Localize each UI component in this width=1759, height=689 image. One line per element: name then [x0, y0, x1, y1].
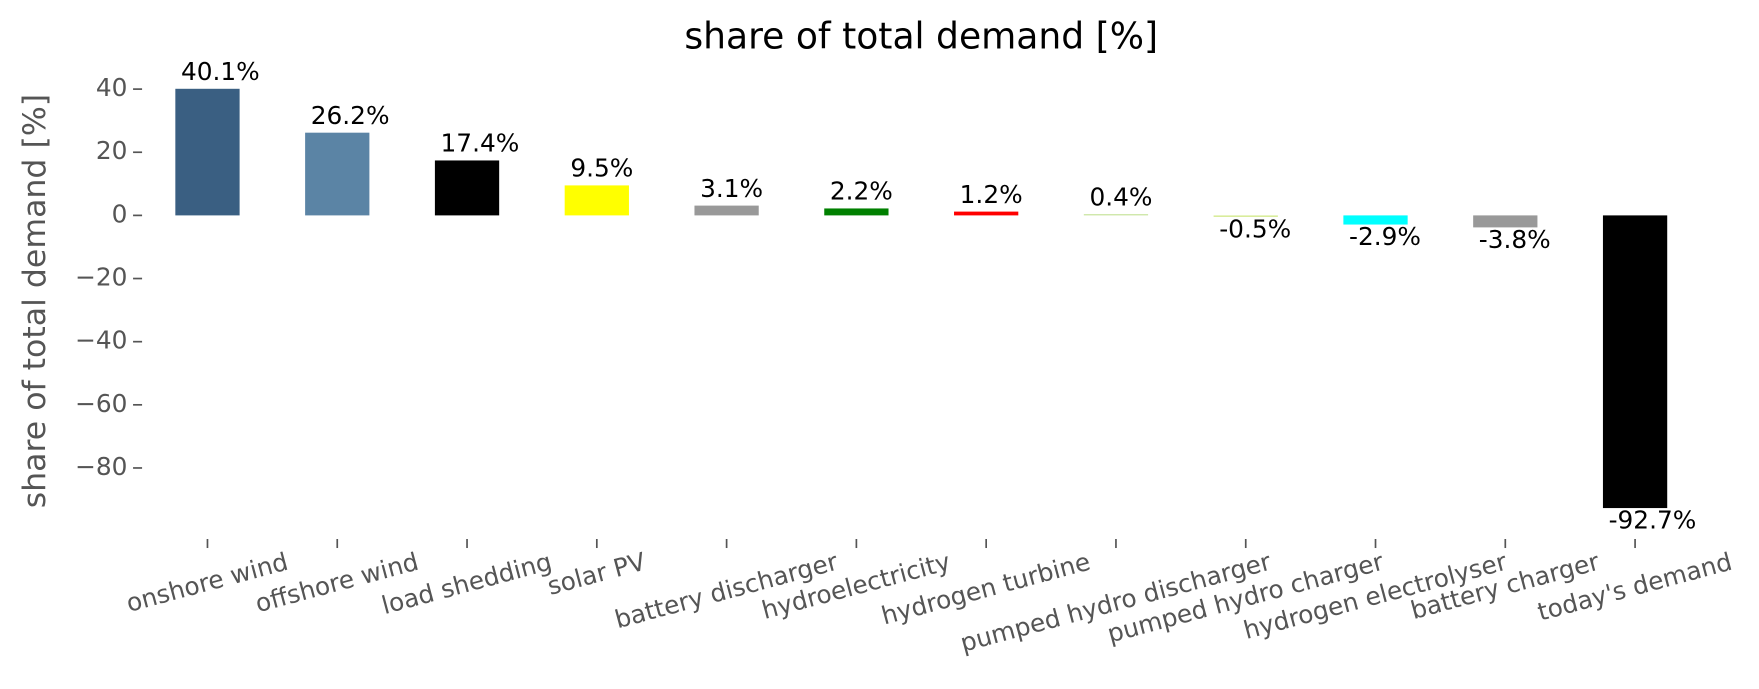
bar [694, 205, 759, 216]
bar [824, 208, 889, 216]
value-label: -2.9% [1349, 222, 1421, 251]
value-label: 3.1% [700, 174, 763, 203]
value-label: 1.2% [960, 180, 1023, 209]
value-label: 2.2% [830, 177, 893, 206]
bar [305, 132, 370, 216]
x-tick-label: solar PV [544, 547, 648, 601]
bar [1602, 215, 1668, 509]
y-tick-label: −80 [75, 452, 127, 481]
bar [1343, 215, 1408, 225]
chart-title: share of total demand [%] [684, 15, 1158, 57]
y-tick-label: 0 [112, 199, 128, 228]
y-tick-label: 40 [96, 73, 128, 102]
value-label: 0.4% [1089, 182, 1152, 211]
value-label: -3.8% [1479, 225, 1551, 254]
y-tick-label: −20 [75, 263, 127, 292]
bar [434, 160, 500, 216]
value-label: 9.5% [570, 154, 633, 183]
bar [1213, 215, 1278, 217]
value-label: -92.7% [1609, 506, 1697, 535]
value-label: -0.5% [1219, 215, 1291, 244]
y-tick-label: −40 [75, 326, 127, 355]
y-tick-label: 20 [96, 136, 128, 165]
value-label: 40.1% [181, 57, 260, 86]
value-label: 26.2% [311, 101, 390, 130]
y-tick-label: −60 [75, 389, 127, 418]
bar [564, 185, 629, 216]
bar [1083, 214, 1149, 216]
bar [954, 211, 1019, 216]
y-axis-label: share of total demand [%] [17, 94, 53, 508]
bar [175, 88, 240, 216]
bar [1473, 215, 1538, 228]
value-label: 17.4% [441, 129, 520, 158]
